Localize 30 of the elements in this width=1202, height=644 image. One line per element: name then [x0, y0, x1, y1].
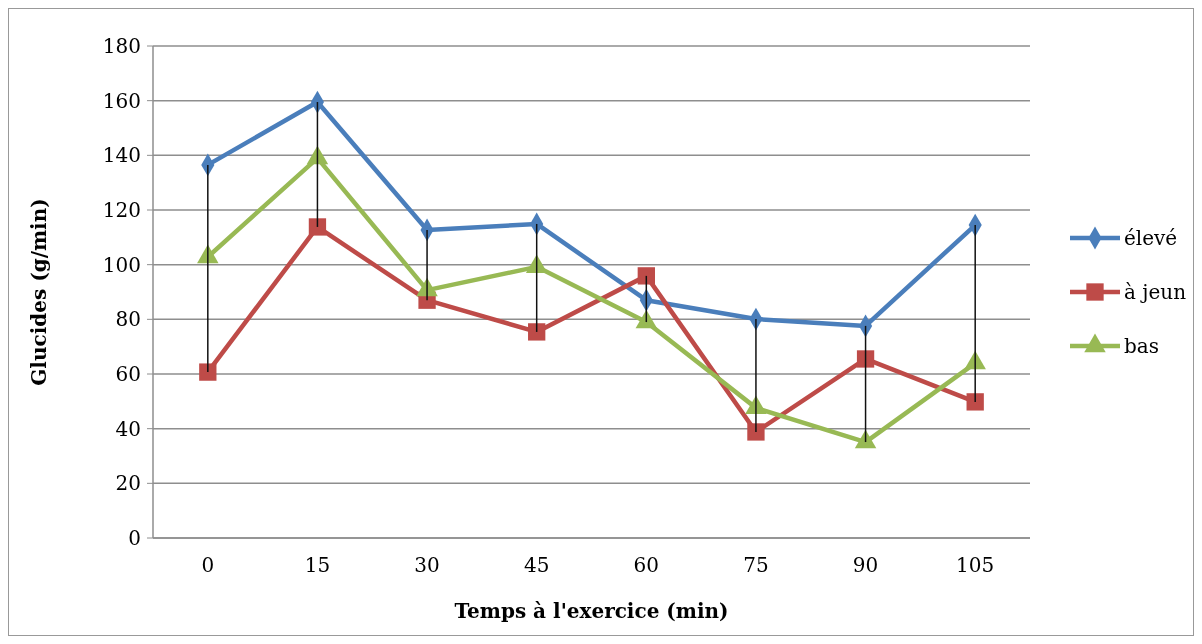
x-tick-label: 45: [523, 553, 550, 577]
point: [856, 350, 875, 368]
point: [747, 423, 765, 441]
x-tick-label: 90: [852, 553, 879, 577]
point: [637, 267, 655, 285]
y-tick-label: 160: [102, 88, 141, 113]
x-tick-label: 60: [633, 553, 660, 577]
y-tick-label: 180: [102, 34, 141, 58]
y-tick-label: 100: [102, 252, 141, 277]
y-tick-label: 0: [128, 526, 141, 550]
x-tick-label: 105: [956, 553, 995, 577]
y-tick-label: 140: [102, 143, 141, 168]
x-axis-title: Temps à l'exercice (min): [454, 599, 729, 623]
y-tick-label: 40: [115, 416, 141, 441]
y-tick-label: 60: [115, 362, 141, 386]
legend-label: à jeun: [1124, 280, 1187, 304]
point: [199, 363, 217, 381]
point: [528, 323, 546, 341]
y-tick-label: 20: [115, 471, 141, 496]
legend-label: élevé: [1124, 226, 1178, 250]
x-tick-label: 30: [414, 553, 440, 577]
x-tick-label: 0: [201, 553, 215, 577]
legend-label: bas: [1124, 334, 1159, 358]
y-tick-label: 120: [102, 198, 141, 222]
y-tick-label: 80: [115, 307, 141, 332]
point: [308, 218, 327, 236]
point: [966, 393, 984, 411]
x-tick-label: 75: [743, 553, 769, 577]
x-tick-label: 15: [304, 553, 331, 577]
y-axis-title: Glucides (g/min): [27, 198, 51, 386]
